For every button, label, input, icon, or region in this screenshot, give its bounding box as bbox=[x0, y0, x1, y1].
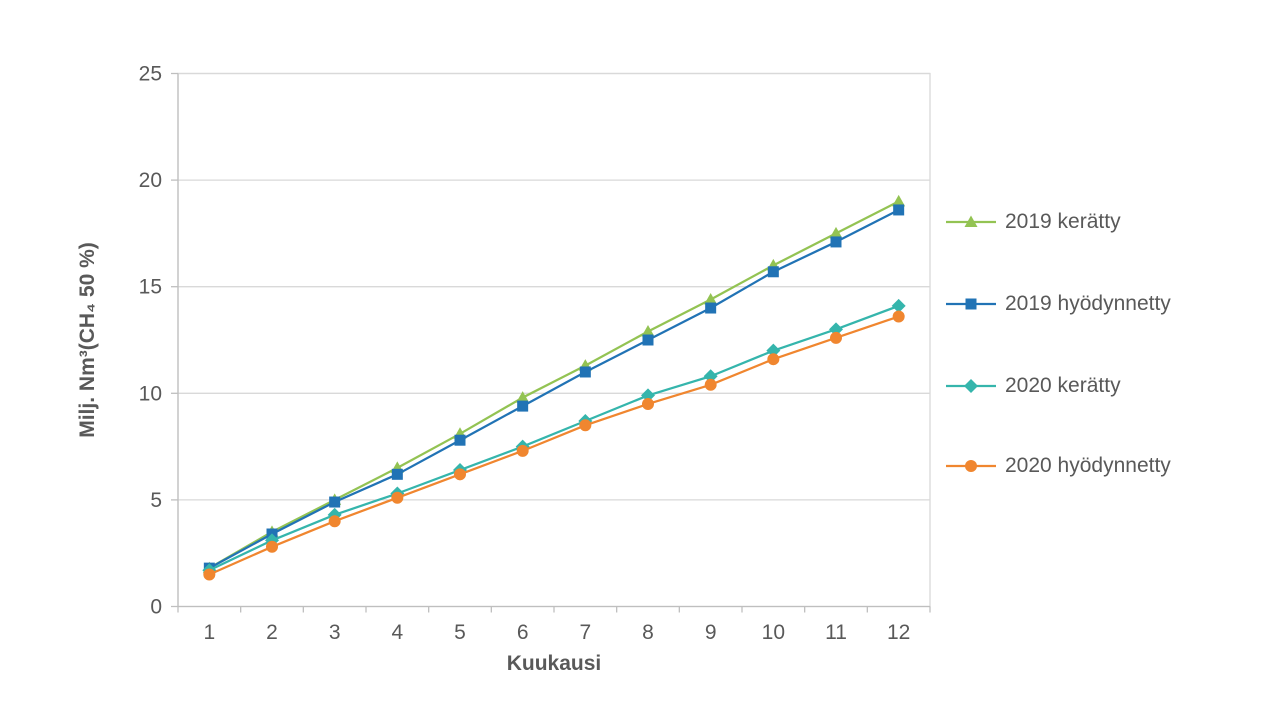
legend-swatch-square-icon bbox=[946, 298, 996, 310]
svg-text:2: 2 bbox=[266, 621, 278, 644]
gridlines bbox=[178, 72, 930, 501]
svg-text:15: 15 bbox=[139, 276, 162, 299]
svg-text:0: 0 bbox=[150, 596, 162, 619]
legend-label: 2020 kerätty bbox=[1005, 374, 1121, 397]
legend-item-2020-keratty: 2020 kerätty bbox=[946, 374, 1121, 398]
legend-item-2019-hyodynnetty: 2019 hyödynnetty bbox=[946, 292, 1171, 316]
svg-text:11: 11 bbox=[825, 621, 847, 644]
tick-marks bbox=[171, 72, 931, 613]
svg-text:20: 20 bbox=[139, 169, 162, 192]
svg-text:5: 5 bbox=[454, 621, 466, 644]
svg-text:10: 10 bbox=[762, 621, 785, 644]
legend-item-2020-hyodynnetty: 2020 hyödynnetty bbox=[946, 454, 1171, 478]
svg-text:8: 8 bbox=[642, 621, 654, 644]
svg-text:3: 3 bbox=[329, 621, 341, 644]
legend-swatch-triangle-icon bbox=[946, 215, 996, 227]
x-axis-title: Kuukausi bbox=[506, 652, 602, 675]
svg-text:9: 9 bbox=[705, 621, 717, 644]
chart-legend: 2019 kerätty 2019 hyödynnetty 2020 kerätty… bbox=[946, 0, 1266, 720]
svg-text:10: 10 bbox=[139, 382, 162, 405]
legend-item-2019-keratty: 2019 kerätty bbox=[946, 210, 1121, 234]
svg-text:1: 1 bbox=[203, 621, 215, 644]
y-tick-labels: 0 5 10 15 20 25 bbox=[139, 63, 162, 619]
x-tick-labels: 1 2 3 4 5 6 7 8 9 10 11 12 bbox=[203, 621, 910, 644]
svg-text:7: 7 bbox=[579, 621, 591, 644]
legend-swatch-circle-icon bbox=[946, 460, 996, 472]
legend-label: 2019 hyödynnetty bbox=[1005, 292, 1171, 315]
legend-label: 2019 kerätty bbox=[1005, 210, 1121, 233]
svg-text:5: 5 bbox=[150, 489, 162, 512]
y-axis-title: Milj. Nm³(CH₄ 50 %) bbox=[76, 242, 99, 438]
series-2020-hyodynnetty bbox=[203, 310, 905, 581]
svg-text:25: 25 bbox=[139, 63, 162, 86]
svg-text:12: 12 bbox=[887, 621, 910, 644]
legend-swatch-diamond-icon bbox=[946, 379, 996, 393]
plot-area-border bbox=[177, 72, 931, 608]
legend-label: 2020 hyödynnetty bbox=[1005, 454, 1171, 477]
svg-text:6: 6 bbox=[517, 621, 529, 644]
svg-text:4: 4 bbox=[391, 621, 403, 644]
series-2019-hyodynnetty bbox=[203, 204, 905, 574]
